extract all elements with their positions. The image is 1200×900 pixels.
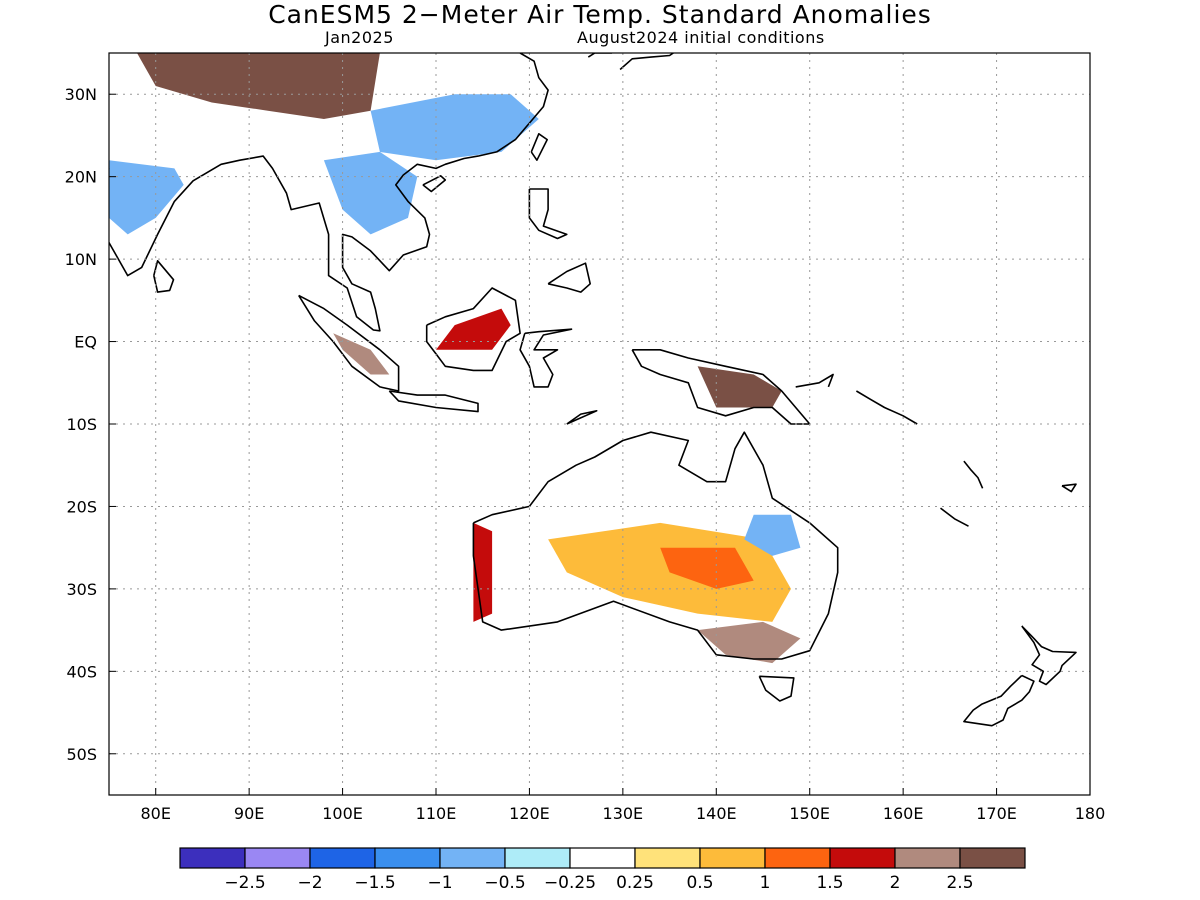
lat-tick-label: 30S: [66, 580, 97, 599]
colorbar-swatch: [179, 847, 246, 869]
anomaly-region-borneo-red: [436, 308, 511, 350]
initial-conditions: August2024 initial conditions: [577, 28, 825, 47]
coastline-japan: [619, 53, 674, 71]
coastline-new-zealand-north: [1021, 625, 1077, 686]
anomaly-region-indochina-cold: [323, 151, 418, 235]
lon-tick-label: 100E: [322, 804, 363, 823]
lat-tick-label: 20N: [65, 168, 97, 187]
colorbar-swatch: [374, 847, 441, 869]
anomaly-region-west-australia-red: [473, 522, 493, 622]
color-bar: −2.5 −2 −1.5 −1 −0.5 −0.25 0.25 0.5 1 1.5 2 2.5: [179, 847, 1026, 893]
anomaly-region-australia-queensland-cold: [744, 514, 801, 556]
colorbar-label: −2: [297, 873, 322, 893]
coastline-luzon: [528, 188, 568, 240]
colorbar-label: 0.25: [616, 873, 654, 893]
axis-ticks: 80E 90E 100E 110E 120E 130E 140E 150E 160E 170E 18…: [65, 85, 1106, 823]
colorbar-swatch: [309, 847, 376, 869]
colorbar-swatch: [829, 847, 896, 869]
lon-tick-label: 120E: [509, 804, 550, 823]
colorbar-label: −1: [427, 873, 452, 893]
coastline-hainan: [422, 175, 447, 193]
lat-tick-label: 40S: [66, 662, 97, 681]
colorbar-swatch: [959, 847, 1026, 869]
coastline-korea: [587, 53, 614, 58]
coastline-new-caledonia: [940, 507, 969, 527]
lon-tick-label: 140E: [696, 804, 737, 823]
coastline-timor: [566, 409, 598, 425]
colorbar-swatch: [569, 847, 636, 869]
lon-tick-label: 160E: [883, 804, 924, 823]
colorbar-label: 1.5: [816, 873, 843, 893]
lon-tick-label: 180: [1075, 804, 1106, 823]
lon-tick-label: 90E: [234, 804, 264, 823]
anomaly-region-new-guinea-brown: [697, 366, 782, 408]
forecast-month: Jan2025: [325, 28, 394, 47]
coastline-bismarck: [795, 373, 834, 388]
anomaly-region-australia-southeast-brown: [697, 621, 801, 664]
coastline-sri-lanka: [153, 259, 175, 293]
lon-tick-label: 80E: [140, 804, 170, 823]
coastline-vanuatu: [963, 460, 984, 489]
lon-tick-label: 150E: [789, 804, 830, 823]
coastline-taiwan: [530, 133, 549, 161]
coastline-asia-mainland: [109, 53, 549, 332]
coastline-new-guinea: [631, 348, 811, 425]
colorbar-label: −1.5: [354, 873, 395, 893]
colorbar-swatch: [504, 847, 571, 869]
lat-tick-label: 10S: [66, 415, 97, 434]
anomaly-region-india-cold: [109, 160, 184, 235]
coastlines: [109, 53, 1077, 727]
coastline-java: [388, 390, 479, 413]
colorbar-label: 2.5: [946, 873, 973, 893]
lat-tick-label: EQ: [74, 333, 97, 352]
colorbar-label: −2.5: [224, 873, 265, 893]
anomaly-region-sumatra-brown: [333, 333, 390, 375]
anomaly-region-australia-center-hot: [660, 547, 754, 589]
colorbar-label: −0.5: [484, 873, 525, 893]
coastline-sulawesi: [519, 328, 573, 388]
coastline-tasmania: [758, 675, 795, 702]
anomaly-region-australia-warm: [548, 522, 791, 622]
coastline-new-zealand-south: [963, 674, 1035, 727]
map-title: CanESM5 2−Meter Air Temp. Standard Anoma…: [268, 0, 932, 29]
colorbar-swatch: [894, 847, 961, 869]
coastline-borneo: [425, 287, 521, 372]
colorbar-swatch: [764, 847, 831, 869]
colorbar-swatch: [439, 847, 506, 869]
colorbar-swatch: [244, 847, 311, 869]
map-grid: [109, 53, 1090, 795]
colorbar-swatch: [634, 847, 701, 869]
anomaly-region-china-south-cold: [370, 94, 539, 161]
colorbar-label: −0.25: [544, 873, 596, 893]
anomaly-fields: [109, 53, 801, 664]
lat-tick-label: 20S: [66, 497, 97, 516]
colorbar-swatch: [699, 847, 766, 869]
lat-tick-label: 30N: [65, 85, 97, 104]
colorbar-label: 2: [890, 873, 901, 893]
lat-tick-label: 50S: [66, 745, 97, 764]
colorbar-label: 1: [760, 873, 771, 893]
coastline-australia: [472, 431, 839, 660]
coastline-mindanao: [547, 262, 592, 293]
coastline-sumatra: [298, 294, 400, 392]
lon-tick-label: 170E: [976, 804, 1017, 823]
colorbar-label: 0.5: [686, 873, 713, 893]
coastline-solomon: [855, 390, 918, 425]
coastline-fiji: [1061, 483, 1077, 493]
lat-tick-label: 10N: [65, 250, 97, 269]
lon-tick-label: 130E: [603, 804, 644, 823]
lon-tick-label: 110E: [416, 804, 457, 823]
anomaly-region-tibet: [137, 53, 380, 119]
